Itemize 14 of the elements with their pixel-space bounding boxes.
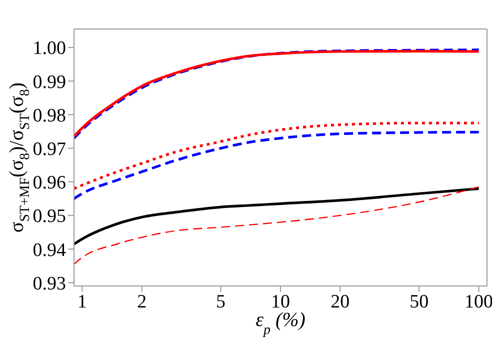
- x-tick-label: 50: [410, 291, 429, 312]
- y-tick-label: 0.95: [32, 206, 66, 228]
- x-tick-label: 2: [137, 291, 147, 312]
- y-tick-label: 1.00: [32, 38, 66, 60]
- y-tick-label: 0.99: [32, 72, 66, 93]
- x-tick-label: 20: [330, 291, 350, 312]
- y-tick-label: 0.98: [32, 105, 66, 126]
- x-tick-label: 100: [464, 291, 494, 312]
- x-tick-label: 5: [216, 291, 226, 312]
- y-tick-label: 0.97: [32, 139, 66, 160]
- y-tick-label: 0.93: [32, 273, 66, 294]
- x-tick-label: 1: [77, 291, 87, 312]
- y-tick-label: 0.96: [32, 172, 66, 194]
- y-tick-label: 0.94: [32, 240, 66, 261]
